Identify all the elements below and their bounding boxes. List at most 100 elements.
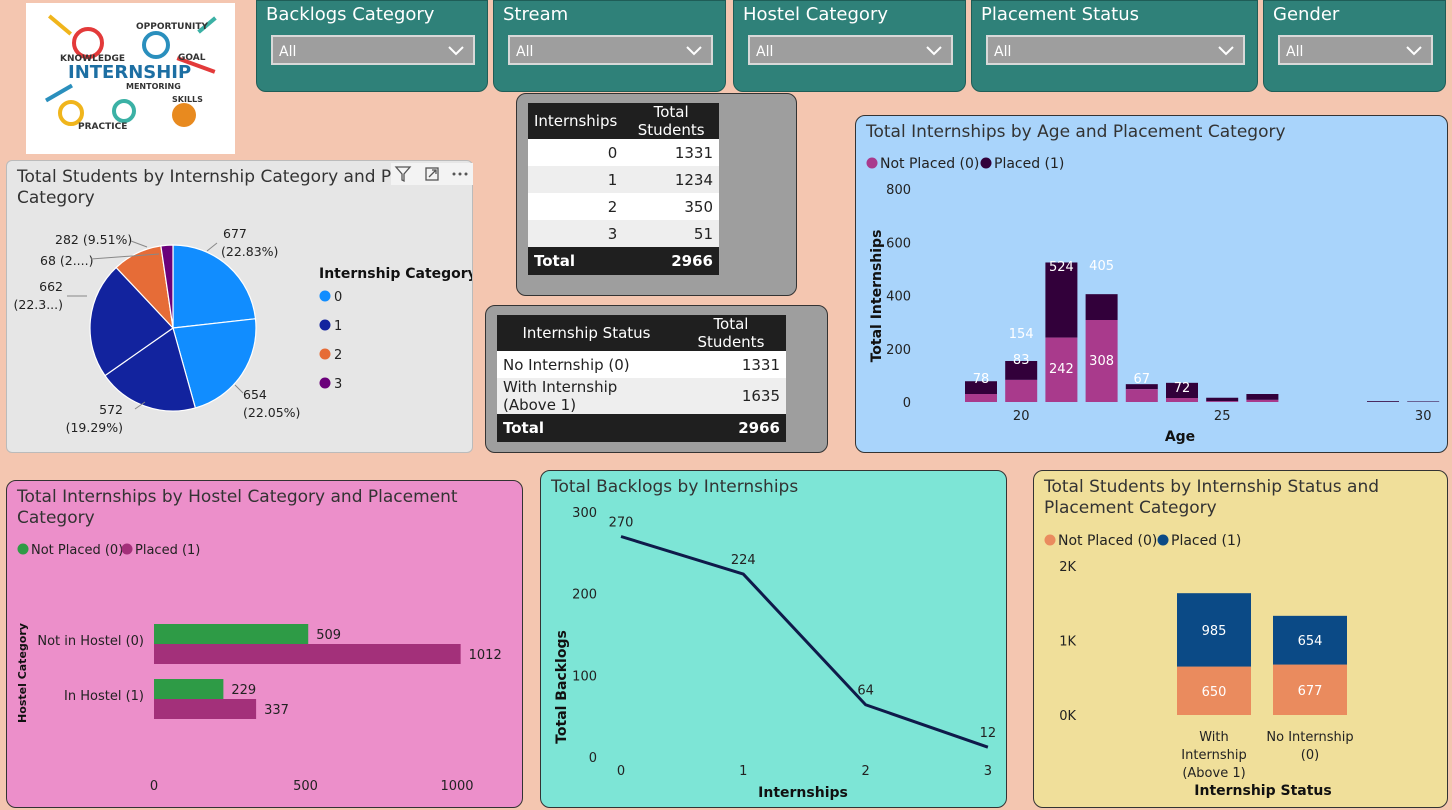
bar-not-placed[interactable] <box>1005 379 1038 402</box>
bar-not-placed[interactable] <box>965 394 997 402</box>
bar-placed[interactable] <box>1206 397 1239 402</box>
bar-placed[interactable] <box>1125 384 1158 390</box>
bar-placed[interactable] <box>1166 382 1198 399</box>
column-header[interactable]: Total Students <box>675 315 786 351</box>
bar-placed[interactable] <box>1367 401 1399 402</box>
legend-not-placed[interactable]: Not Placed (0) <box>1044 533 1158 549</box>
total-label: Total <box>528 247 624 275</box>
table-cell: 1331 <box>623 139 719 166</box>
data-label: 650 <box>1202 685 1227 700</box>
data-label: 524 <box>1049 260 1074 275</box>
stream-dropdown[interactable]: All <box>508 35 713 65</box>
bar-placed[interactable] <box>154 699 257 719</box>
pie-slice[interactable] <box>172 318 257 409</box>
bar-placed[interactable] <box>1045 262 1078 338</box>
gender-dropdown[interactable]: All <box>1278 35 1433 65</box>
legend-placed[interactable]: Placed (1) <box>121 543 201 558</box>
chevron-down-icon <box>686 46 702 56</box>
table-row[interactable]: 3 51 <box>528 220 719 247</box>
y-tick-label: 200 <box>886 343 911 358</box>
bar-not-placed[interactable] <box>1246 399 1279 402</box>
filter-icon[interactable] <box>394 166 412 183</box>
data-label: 337 <box>264 703 289 718</box>
legend-label[interactable]: 3 <box>334 377 342 392</box>
bar-not-placed[interactable] <box>1177 666 1251 715</box>
dropdown-value: All <box>994 44 1012 60</box>
legend-marker[interactable] <box>319 319 331 331</box>
table-cell: 350 <box>623 193 719 220</box>
logo-box: OPPORTUNITY KNOWLEDGE GOAL INTERNSHIP ME… <box>26 3 235 154</box>
bar-placed[interactable] <box>1177 593 1251 667</box>
focus-mode-icon[interactable] <box>425 167 439 181</box>
table-row[interactable]: 0 1331 <box>528 139 719 166</box>
pie-slice[interactable] <box>89 266 174 377</box>
table-row[interactable]: No Internship (0) 1331 <box>497 351 786 378</box>
table-cell: No Internship (0) <box>497 351 676 378</box>
svg-text:INTERNSHIP: INTERNSHIP <box>68 62 191 83</box>
legend-placed[interactable]: Placed (1) <box>980 156 1065 172</box>
legend-label: Placed (1) <box>994 156 1064 172</box>
legend-marker[interactable] <box>319 348 331 360</box>
slicer-placement-status: Placement Status All <box>971 0 1258 92</box>
svg-text:SKILLS: SKILLS <box>172 95 203 104</box>
legend-marker <box>866 157 878 169</box>
slicer-stream: Stream All <box>493 0 726 92</box>
leader-line <box>234 384 244 394</box>
internship-status-table-panel: Internship Status Total Students No Inte… <box>485 305 828 453</box>
total-label: Total <box>497 414 676 442</box>
bar-placed[interactable] <box>1246 394 1279 400</box>
table-row[interactable]: With Internship (Above 1) 1635 <box>497 378 786 414</box>
placement-status-dropdown[interactable]: All <box>986 35 1245 65</box>
legend-marker[interactable] <box>319 377 331 389</box>
x-tick-label: (0) <box>1301 748 1319 763</box>
legend-label[interactable]: 1 <box>334 319 342 334</box>
chevron-down-icon <box>926 46 942 56</box>
pie-chart: 677 (22.83%) 654 (22.05%) 572 (19.29%) 662 (22.… <box>13 226 472 435</box>
bar-not-placed[interactable] <box>154 679 224 699</box>
bar-placed[interactable] <box>965 381 997 395</box>
y-tick-label: 800 <box>886 183 911 198</box>
data-label: 72 <box>1174 381 1191 396</box>
data-label: (22.3...) <box>13 297 63 312</box>
data-label: 654 <box>243 387 267 402</box>
column-header[interactable]: Total Students <box>623 103 719 139</box>
leader-line <box>134 401 146 410</box>
bar-not-placed[interactable] <box>1206 401 1239 402</box>
pie-slice[interactable] <box>172 244 257 329</box>
legend-label[interactable]: 2 <box>334 348 342 363</box>
more-options-icon[interactable] <box>452 172 468 176</box>
x-tick-label: 20 <box>1013 409 1030 424</box>
internships-table: Internships Total Students 0 1331 1 1234 2… <box>528 103 719 275</box>
legend-label: Placed (1) <box>135 543 200 558</box>
backlogs-category-dropdown[interactable]: All <box>271 35 475 65</box>
series-line[interactable] <box>620 535 989 749</box>
table-row[interactable]: 2 350 <box>528 193 719 220</box>
bar-placed[interactable] <box>1407 401 1440 402</box>
legend-not-placed[interactable]: Not Placed (0) <box>866 156 980 172</box>
bar-placed[interactable] <box>1005 360 1038 380</box>
bar-placed[interactable] <box>1273 615 1347 665</box>
bar-not-placed[interactable] <box>1085 319 1118 402</box>
bar-not-placed[interactable] <box>1166 398 1198 402</box>
bar-not-placed[interactable] <box>1045 337 1078 402</box>
column-header[interactable]: Internships <box>528 103 624 139</box>
data-label: 229 <box>231 683 256 698</box>
bar-not-placed[interactable] <box>1273 664 1347 715</box>
data-label: (19.29%) <box>66 420 123 435</box>
legend-placed[interactable]: Placed (1) <box>1157 533 1242 549</box>
pie-slice[interactable] <box>104 327 197 412</box>
hostel-category-dropdown[interactable]: All <box>748 35 953 65</box>
table-row[interactable]: 1 1234 <box>528 166 719 193</box>
pie-slice[interactable] <box>160 244 174 329</box>
bar-not-placed[interactable] <box>1125 389 1158 402</box>
column-header[interactable]: Internship Status <box>497 315 676 351</box>
bar-not-placed[interactable] <box>154 624 309 644</box>
bar-placed[interactable] <box>1085 294 1118 320</box>
table-cell: 51 <box>623 220 719 247</box>
legend-not-placed[interactable]: Not Placed (0) <box>17 543 124 558</box>
bar-placed[interactable] <box>154 644 461 664</box>
table-cell: 0 <box>528 139 624 166</box>
leader-line <box>206 242 218 252</box>
legend-marker[interactable] <box>319 290 331 302</box>
legend-label[interactable]: 0 <box>334 290 342 305</box>
